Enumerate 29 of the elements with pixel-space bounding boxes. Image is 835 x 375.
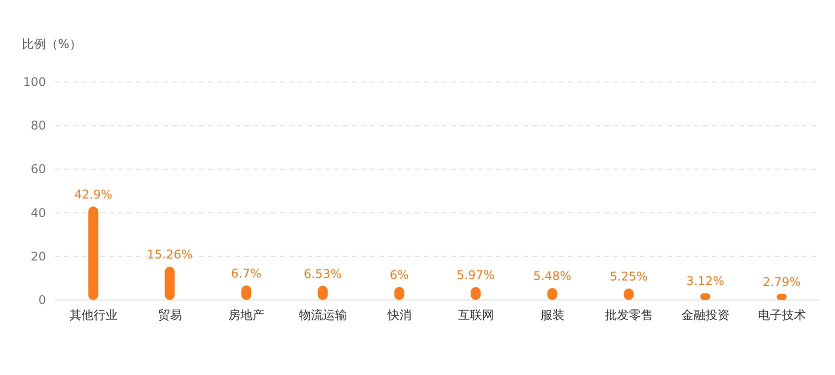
x-tick-label: 其他行业: [69, 308, 118, 322]
x-tick-label: 物流运输: [298, 308, 347, 322]
x-tick-label: 房地产: [228, 308, 264, 322]
x-tick-label: 金融投资: [681, 308, 730, 322]
data-label: 5.25%: [610, 270, 648, 284]
x-tick-label: 贸易: [158, 308, 182, 322]
data-label: 2.79%: [762, 274, 801, 289]
data-label: 42.9%: [74, 187, 112, 202]
data-label: 6.7%: [231, 266, 262, 280]
y-tick-label: 100: [23, 75, 46, 89]
data-label: 6.53%: [304, 266, 342, 281]
x-tick-label: 服装: [540, 308, 564, 322]
data-label: 5.97%: [456, 268, 495, 282]
x-tick-label: 互联网: [458, 308, 494, 322]
y-tick-label: 20: [30, 249, 46, 264]
x-tick-label: 电子技术: [758, 308, 806, 322]
bar: [88, 206, 98, 300]
y-tick-label: 0: [38, 293, 46, 307]
y-tick-label: 80: [30, 118, 46, 133]
x-tick-label: 批发零售: [604, 308, 653, 322]
data-label: 3.12%: [686, 274, 724, 288]
data-label: 5.48%: [533, 269, 572, 284]
bar: [164, 266, 175, 300]
x-tick-label: 快消: [386, 308, 412, 322]
data-label: 15.26%: [146, 248, 193, 262]
y-tick-label: 40: [30, 206, 46, 220]
data-label: 6%: [390, 268, 409, 282]
y-tick-label: 60: [30, 162, 46, 176]
y-axis-title: 比例（%）: [22, 37, 82, 51]
